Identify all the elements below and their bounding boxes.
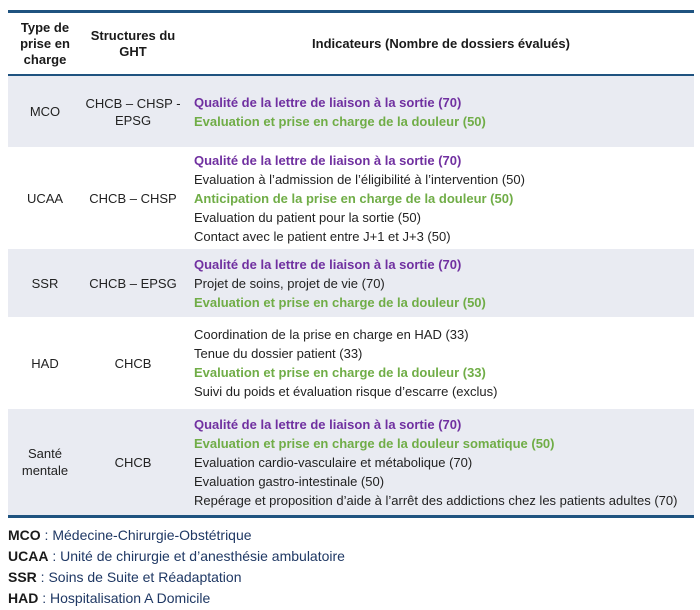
legend-line: UCAA : Unité de chirurgie et d’anesthési… xyxy=(8,548,345,564)
indicator-line: Evaluation gastro-intestinale (50) xyxy=(194,473,385,489)
structures-cell: CHCB xyxy=(114,454,152,470)
legend-line: MCO : Médecine-Chirurgie-Obstétrique xyxy=(8,527,252,543)
indicator-line: Anticipation de la prise en charge de la… xyxy=(194,190,514,206)
indicator-line: Evaluation et prise en charge de la doul… xyxy=(194,294,486,310)
indicator-line: Suivi du poids et évaluation risque d’es… xyxy=(194,384,498,399)
indicators-table: Type de prise en charge Structures du GH… xyxy=(8,10,694,518)
legend-abbr: UCAA xyxy=(8,548,49,564)
indicator-line: Qualité de la lettre de liaison à la sor… xyxy=(194,94,462,110)
indicators-cell: Qualité de la lettre de liaison à la sor… xyxy=(184,151,694,246)
indicator-line: Qualité de la lettre de liaison à la sor… xyxy=(194,416,462,432)
type-cell: SSR xyxy=(31,275,59,291)
indicator-line: Evaluation et prise en charge de la doul… xyxy=(194,113,486,129)
structures-cell: CHCB – CHSP xyxy=(89,190,177,206)
indicators-cell: Qualité de la lettre de liaison à la sor… xyxy=(184,255,694,312)
legend-abbr: SSR xyxy=(8,569,37,585)
table-header-row: Type de prise en charge Structures du GH… xyxy=(8,13,694,76)
legend-line: HAD : Hospitalisation A Domicile xyxy=(8,590,211,606)
indicator-line: Evaluation à l’admission de l’éligibilit… xyxy=(194,171,525,187)
indicator-line: Projet de soins, projet de vie (70) xyxy=(194,275,385,291)
structures-cell: CHCB xyxy=(114,355,152,371)
indicator-line: Qualité de la lettre de liaison à la sor… xyxy=(194,152,462,168)
indicator-line: Evaluation et prise en charge de la doul… xyxy=(194,435,555,451)
legend-line: SSR : Soins de Suite et Réadaptation xyxy=(8,569,242,585)
table-row: MCO CHCB – CHSP - EPSG Qualité de la let… xyxy=(8,76,694,147)
indicator-line: Tenue du dossier patient (33) xyxy=(194,346,363,361)
structures-cell: CHCB – EPSG xyxy=(89,275,177,291)
indicator-line: Contact avec le patient entre J+1 et J+3… xyxy=(194,228,451,244)
header-type-de-prise-en-charge: Type de prise en charge xyxy=(20,19,70,67)
header-structures-du-ght: Structures du GHT xyxy=(90,27,176,59)
type-cell: UCAA xyxy=(26,190,64,206)
indicator-line: Evaluation et prise en charge de la doul… xyxy=(194,365,486,380)
indicator-line: Repérage et proposition d’aide à l’arrêt… xyxy=(194,492,678,508)
legend: MCO : Médecine-Chirurgie-Obstétrique UCAA… xyxy=(8,525,692,609)
structures-cell: CHCB – CHSP - EPSG xyxy=(85,95,181,128)
type-cell: MCO xyxy=(29,104,61,119)
indicators-cell: Coordination de la prise en charge en HA… xyxy=(184,325,694,401)
type-cell: Santé mentale xyxy=(21,446,69,478)
table-row: Santé mentale CHCB Qualité de la lettre … xyxy=(8,409,694,515)
indicator-line: Qualité de la lettre de liaison à la sor… xyxy=(194,256,462,272)
table-body: MCO CHCB – CHSP - EPSG Qualité de la let… xyxy=(8,76,694,515)
table-row: UCAA CHCB – CHSP Qualité de la lettre de… xyxy=(8,147,694,249)
table-row: SSR CHCB – EPSG Qualité de la lettre de … xyxy=(8,249,694,317)
type-cell: HAD xyxy=(31,355,59,371)
indicator-line: Coordination de la prise en charge en HA… xyxy=(194,327,469,342)
legend-abbr: HAD xyxy=(8,590,39,606)
table-row: HAD CHCB Coordination de la prise en cha… xyxy=(8,317,694,409)
indicator-line: Evaluation du patient pour la sortie (50… xyxy=(194,209,421,225)
header-indicateurs: Indicateurs (Nombre de dossiers évalués) xyxy=(312,35,570,51)
indicators-cell: Qualité de la lettre de liaison à la sor… xyxy=(184,93,694,131)
indicators-cell: Qualité de la lettre de liaison à la sor… xyxy=(184,415,694,510)
indicator-line: Evaluation cardio-vasculaire et métaboli… xyxy=(194,454,473,470)
legend-abbr: MCO xyxy=(8,527,41,543)
